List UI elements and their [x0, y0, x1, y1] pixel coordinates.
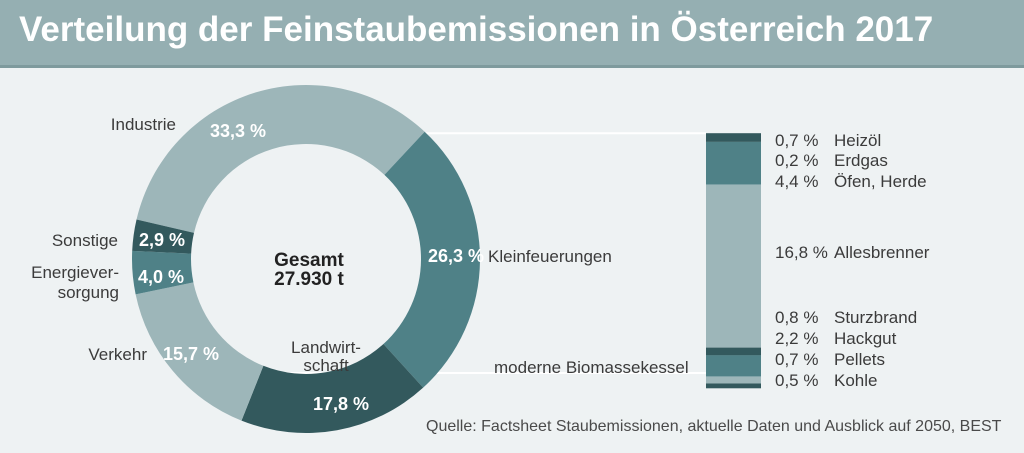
svg-text:4,0 %: 4,0 %	[138, 267, 184, 287]
svg-text:Energiever-: Energiever-	[31, 263, 119, 282]
svg-text:2,9 %: 2,9 %	[139, 230, 185, 250]
svg-text:sorgung: sorgung	[58, 283, 119, 302]
svg-text:Pellets: Pellets	[834, 350, 885, 369]
svg-text:0,2 %: 0,2 %	[775, 151, 818, 170]
svg-text:Sonstige: Sonstige	[52, 231, 118, 250]
svg-text:15,7 %: 15,7 %	[163, 344, 219, 364]
svg-text:2,2 %: 2,2 %	[775, 329, 818, 348]
svg-text:Erdgas: Erdgas	[834, 151, 888, 170]
svg-text:0,7 %: 0,7 %	[775, 350, 818, 369]
svg-text:Öfen, Herde: Öfen, Herde	[834, 172, 927, 191]
svg-text:0,5 %: 0,5 %	[775, 371, 818, 390]
svg-text:17,8 %: 17,8 %	[313, 394, 369, 414]
svg-text:26,3 %: 26,3 %	[428, 246, 484, 266]
svg-text:Kohle: Kohle	[834, 371, 877, 390]
svg-text:Hackgut: Hackgut	[834, 329, 897, 348]
svg-text:Industrie: Industrie	[111, 115, 176, 134]
svg-text:Heizöl: Heizöl	[834, 131, 881, 150]
svg-text:Sturzbrand: Sturzbrand	[834, 308, 917, 327]
svg-text:Kleinfeuerungen: Kleinfeuerungen	[488, 247, 612, 266]
svg-text:27.930 t: 27.930 t	[274, 269, 344, 290]
svg-text:16,8 %: 16,8 %	[775, 243, 828, 262]
svg-text:Landwirt-: Landwirt-	[291, 338, 361, 357]
svg-text:Verkehr: Verkehr	[88, 345, 147, 364]
svg-text:moderne Biomassekessel: moderne Biomassekessel	[494, 358, 689, 377]
svg-text:schaft: schaft	[303, 356, 349, 375]
svg-text:Gesamt: Gesamt	[274, 250, 344, 271]
svg-text:0,7 %: 0,7 %	[775, 131, 818, 150]
svg-text:0,8 %: 0,8 %	[775, 308, 818, 327]
svg-text:4,4 %: 4,4 %	[775, 172, 818, 191]
svg-text:33,3 %: 33,3 %	[210, 121, 266, 141]
svg-text:Allesbrenner: Allesbrenner	[834, 243, 930, 262]
